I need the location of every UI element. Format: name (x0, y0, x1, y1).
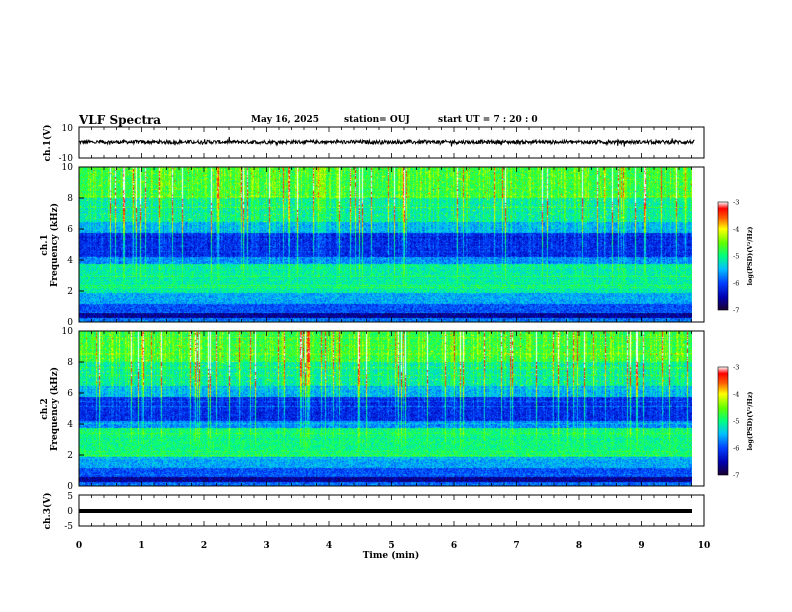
station-label: station= OUJ (344, 115, 410, 125)
ch1-colorbar-label: log(PSD)(V²/Hz) (746, 227, 754, 286)
figure-title: VLF Spectra (79, 113, 162, 127)
time-axis-ticks (78, 127, 705, 526)
ch3-ytick-bottom: -5 (64, 522, 73, 532)
x-tick-label-3: 3 (263, 541, 269, 551)
ch1-spec-ytick-2: 2 (67, 287, 73, 297)
ch1-colorbar-tick--3: -3 (733, 199, 739, 207)
ch3-ylabel: ch.3(V) (42, 493, 53, 530)
time-axis-labels: 0 1 2 3 4 5 6 7 8 9 10 (76, 541, 710, 551)
x-tick-label-4: 4 (326, 541, 332, 551)
ch1-colorbar: -3 -4 -5 -6 -7 log(PSD)(V²/Hz) (717, 199, 754, 315)
ch1-spec-ylabel-ch: ch.1 (40, 234, 50, 255)
ch1-colorbar-tick--4: -4 (733, 226, 739, 234)
ch2-spec-ylabel-ch: ch.2 (40, 398, 50, 419)
ch1-spec-ytick-0: 0 (67, 318, 73, 328)
ch1-spec-ytick-6: 6 (67, 225, 73, 235)
ch2-colorbar-label: log(PSD)(V²/Hz) (746, 392, 754, 451)
ch2-colorbar-tick--3: -3 (733, 364, 739, 372)
date-label: May 16, 2025 (251, 115, 319, 125)
x-tick-label-9: 9 (638, 541, 644, 551)
x-tick-label-0: 0 (76, 541, 82, 551)
ch1-spectrogram-image (79, 167, 692, 322)
ch1-spec-ylabel-freq: Frequency (kHz) (49, 203, 60, 287)
ch1-colorbar-tick--7: -7 (733, 307, 739, 315)
ch3-ytick-mid: 0 (67, 507, 73, 517)
ch2-colorbar-tick--4: -4 (733, 391, 739, 399)
ch1-spec-ytick-8: 8 (67, 194, 73, 204)
ch1-spec-ytick-10: 10 (62, 163, 74, 173)
ch1-spectrogram-panel: 0 2 4 6 8 10 ch.1 Frequency (kHz) (40, 163, 705, 328)
ch1-spec-ytick-4: 4 (67, 256, 73, 266)
ch2-spec-ytick-6: 6 (67, 389, 73, 399)
ch1-colorbar-tick--6: -6 (733, 280, 739, 288)
ch2-colorbar-tick--5: -5 (733, 418, 739, 426)
ch2-spec-ytick-2: 2 (67, 451, 73, 461)
ch3-ytick-top: 5 (67, 492, 73, 502)
ch1-colorbar-tick--5: -5 (733, 253, 739, 261)
start-time-label: start UT = 7 : 20 : 0 (438, 115, 538, 125)
ch2-spectrogram-panel: 0 2 4 6 8 10 ch.2 Frequency (kHz) (40, 327, 705, 492)
x-tick-label-1: 1 (138, 541, 144, 551)
x-tick-label-10: 10 (698, 541, 711, 551)
x-tick-label-5: 5 (388, 541, 394, 551)
ch2-spec-ytick-4: 4 (67, 420, 73, 430)
time-axis-label: Time (min) (363, 550, 420, 561)
ch2-spec-ytick-0: 0 (67, 482, 73, 492)
ch2-colorbar: -3 -4 -5 -6 -7 log(PSD)(V²/Hz) (717, 364, 754, 480)
x-tick-label-2: 2 (201, 541, 207, 551)
x-tick-label-8: 8 (576, 541, 582, 551)
ch1-ytick-bottom: -10 (59, 154, 74, 164)
ch1-ytick-top: 10 (62, 124, 74, 134)
x-tick-label-7: 7 (513, 541, 519, 551)
x-tick-label-6: 6 (451, 541, 457, 551)
ch2-spec-ytick-8: 8 (67, 358, 73, 368)
ch2-colorbar-tick--6: -6 (733, 445, 739, 453)
ch3-waveform-band (79, 509, 692, 513)
ch2-spectrogram-image (79, 331, 692, 486)
ch2-spec-ytick-10: 10 (62, 327, 74, 337)
ch2-colorbar-tick--7: -7 (733, 472, 739, 480)
ch2-spec-ylabel-freq: Frequency (kHz) (49, 367, 60, 451)
ch1-ylabel: ch.1(V) (42, 125, 53, 162)
ch1-waveform-line (79, 136, 695, 147)
